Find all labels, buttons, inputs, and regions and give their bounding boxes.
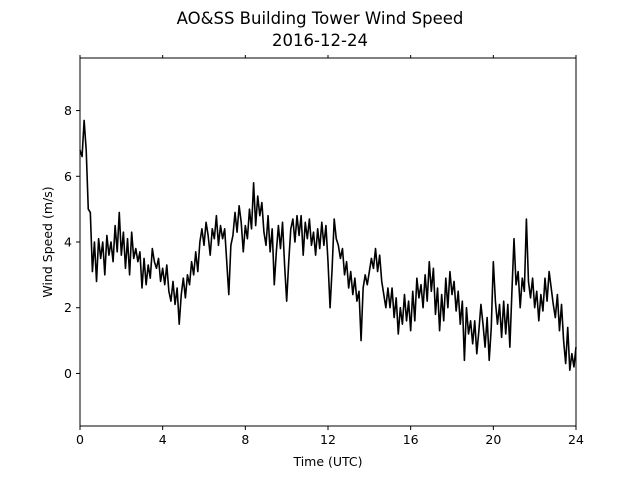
x-tick-label: 4 [159, 432, 167, 447]
y-tick-label: 8 [64, 103, 72, 118]
x-tick-label: 12 [320, 432, 336, 447]
chart-title: AO&SS Building Tower Wind Speed [177, 9, 464, 28]
y-tick-label: 6 [64, 169, 72, 184]
y-tick-label: 4 [64, 235, 72, 250]
x-tick-label: 8 [241, 432, 249, 447]
y-tick-label: 2 [64, 300, 72, 315]
x-tick-label: 0 [76, 432, 84, 447]
y-axis-label: Wind Speed (m/s) [40, 186, 55, 297]
wind-speed-series-line [79, 119, 577, 371]
x-tick-label: 24 [568, 432, 584, 447]
x-axis-label: Time (UTC) [292, 454, 362, 469]
x-tick-label: 20 [485, 432, 501, 447]
y-tick-label: 0 [64, 366, 72, 381]
plot-area [79, 119, 577, 371]
plot-frame [79, 57, 577, 427]
chart-subtitle: 2016-12-24 [272, 31, 368, 50]
x-tick-label: 16 [403, 432, 419, 447]
